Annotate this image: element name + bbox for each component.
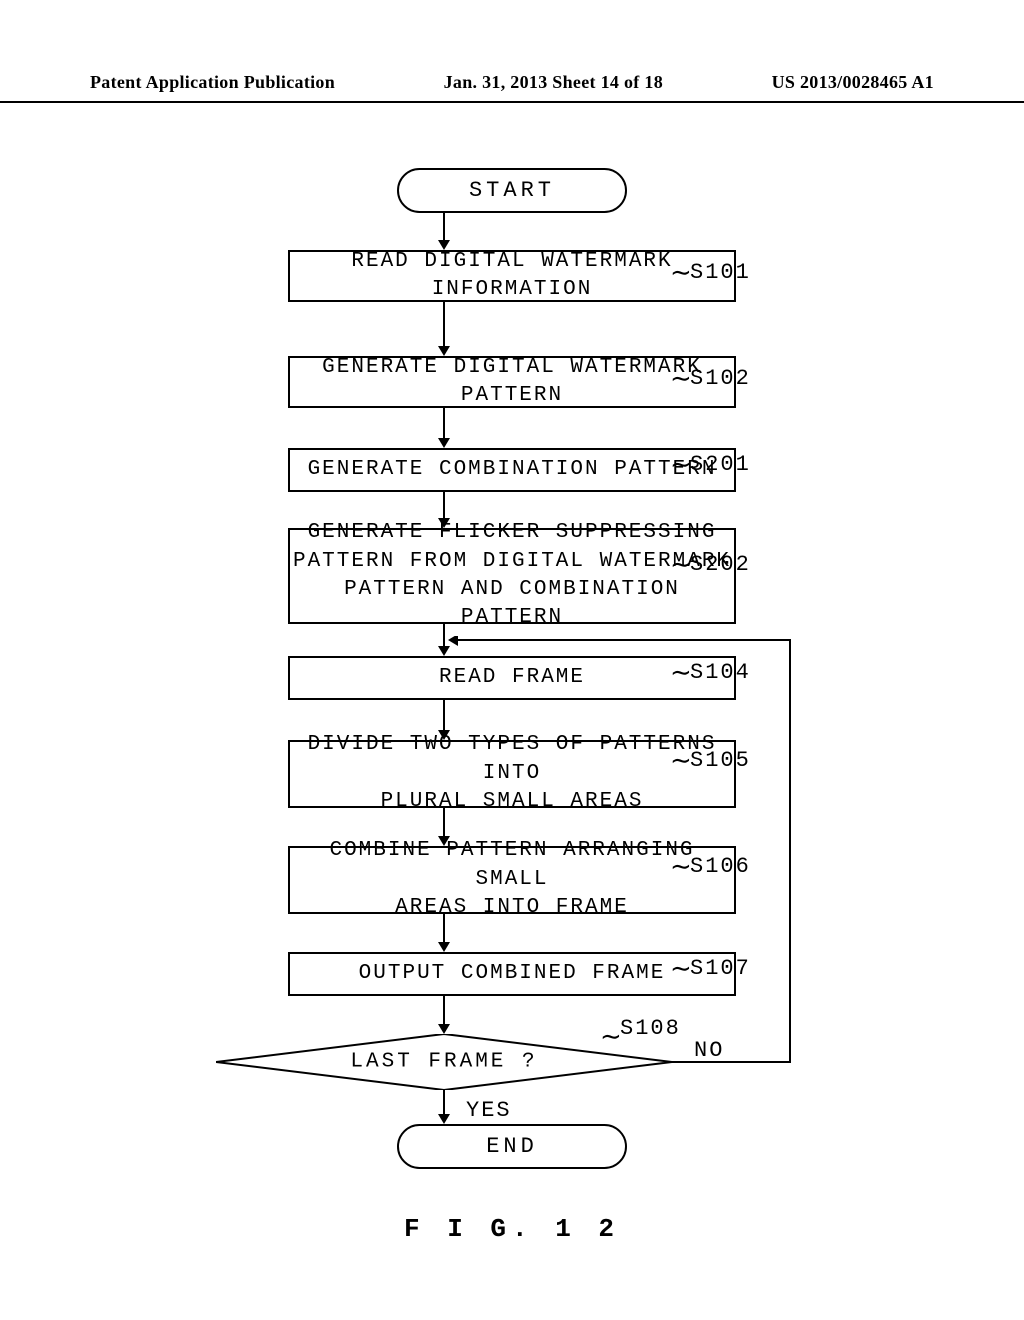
- arrow-decision-end: [434, 1090, 454, 1126]
- arrow-s201-s202: [434, 492, 454, 530]
- header-left: Patent Application Publication: [90, 72, 335, 93]
- header-right: US 2013/0028465 A1: [772, 72, 934, 93]
- label-s202: S202: [690, 552, 751, 577]
- tilde-icon: ∼: [670, 364, 692, 394]
- step-s101: READ DIGITAL WATERMARK INFORMATION: [288, 250, 736, 302]
- tilde-icon: ∼: [670, 550, 692, 580]
- terminal-start-text: START: [469, 178, 555, 203]
- label-s201: S201: [690, 452, 751, 477]
- no-loop-path: [430, 636, 810, 1076]
- terminal-end: END: [397, 1124, 627, 1169]
- step-s201: GENERATE COMBINATION PATTERN: [288, 448, 736, 492]
- step-s202: GENERATE FLICKER SUPPRESSING PATTERN FRO…: [288, 528, 736, 624]
- label-s102: S102: [690, 366, 751, 391]
- arrow-start-s101: [434, 212, 454, 252]
- step-s101-text: READ DIGITAL WATERMARK INFORMATION: [290, 248, 734, 305]
- step-s102: GENERATE DIGITAL WATERMARK PATTERN: [288, 356, 736, 408]
- tilde-icon: ∼: [670, 258, 692, 288]
- terminal-end-text: END: [486, 1134, 538, 1159]
- terminal-start: START: [397, 168, 627, 213]
- yes-label: YES: [466, 1098, 512, 1123]
- label-s101: S101: [690, 260, 751, 285]
- step-s202-text: GENERATE FLICKER SUPPRESSING PATTERN FRO…: [290, 519, 734, 632]
- arrow-s102-s201: [434, 408, 454, 450]
- page-header: Patent Application Publication Jan. 31, …: [0, 72, 1024, 103]
- step-s201-text: GENERATE COMBINATION PATTERN: [308, 456, 717, 484]
- tilde-icon: ∼: [670, 450, 692, 480]
- arrow-s101-s102: [434, 302, 454, 358]
- page: Patent Application Publication Jan. 31, …: [0, 0, 1024, 1320]
- figure-caption: F I G. 1 2: [404, 1214, 620, 1244]
- step-s102-text: GENERATE DIGITAL WATERMARK PATTERN: [290, 354, 734, 411]
- header-center: Jan. 31, 2013 Sheet 14 of 18: [444, 72, 663, 93]
